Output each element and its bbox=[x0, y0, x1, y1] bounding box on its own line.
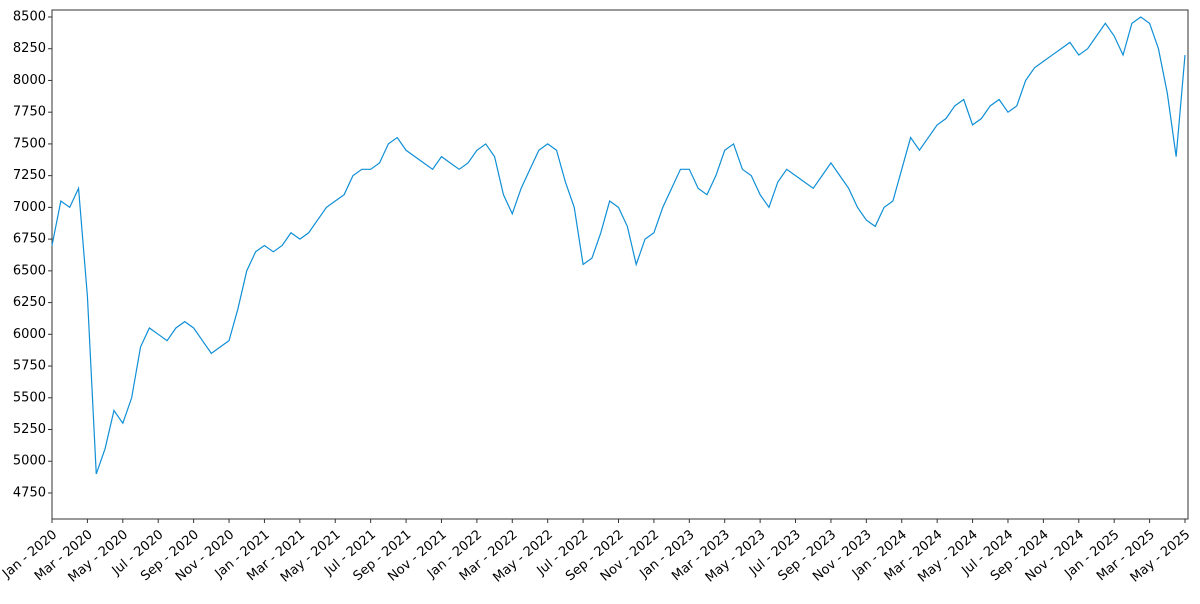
y-tick-label: 5750 bbox=[13, 359, 46, 374]
y-tick-label: 8500 bbox=[13, 9, 46, 24]
y-tick-label: 5000 bbox=[13, 454, 46, 469]
y-tick-label: 6000 bbox=[13, 327, 46, 342]
series-line bbox=[51, 16, 1186, 475]
y-tick-label: 8000 bbox=[13, 73, 46, 88]
y-tick-label: 6750 bbox=[13, 232, 46, 247]
y-tick-label: 4750 bbox=[13, 485, 46, 500]
y-tick-label: 5250 bbox=[13, 422, 46, 437]
y-tick-label: 6500 bbox=[13, 263, 46, 278]
y-tick-label: 6250 bbox=[13, 295, 46, 310]
y-tick-label: 7000 bbox=[13, 200, 46, 215]
y-tick-label: 8250 bbox=[13, 41, 46, 56]
y-tick-label: 7250 bbox=[13, 168, 46, 183]
y-tick-label: 5500 bbox=[13, 390, 46, 405]
y-tick-label: 7750 bbox=[13, 105, 46, 120]
plot-frame bbox=[51, 9, 1189, 520]
y-tick-label: 7500 bbox=[13, 136, 46, 151]
